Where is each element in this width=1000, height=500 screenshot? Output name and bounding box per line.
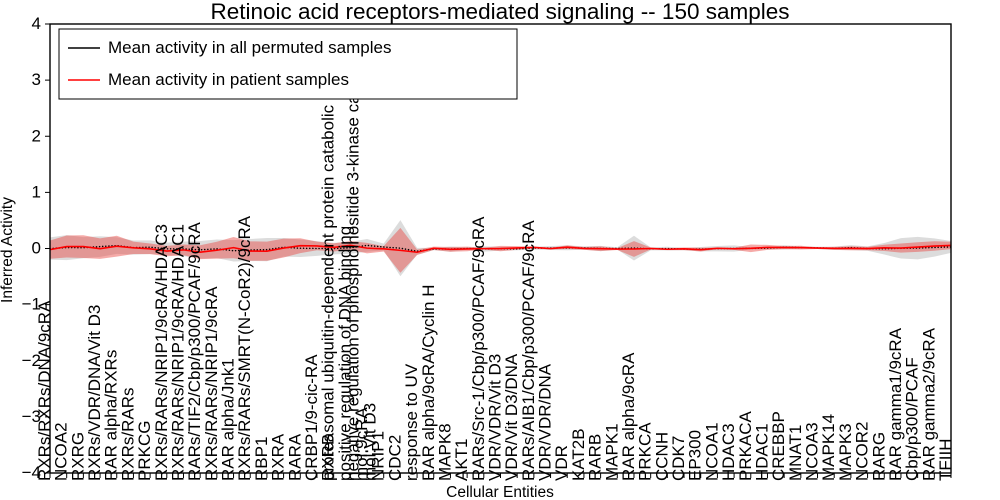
svg-text:Mean activity in all permuted: Mean activity in all permuted samples [108, 38, 391, 57]
svg-text:−1: −1 [22, 295, 41, 314]
svg-text:2: 2 [32, 126, 41, 145]
svg-text:0: 0 [32, 239, 41, 258]
svg-text:Inferred Activity: Inferred Activity [0, 197, 16, 303]
svg-text:TFIIH: TFIIH [936, 439, 955, 482]
svg-text:Cellular Entities: Cellular Entities [446, 484, 554, 500]
svg-text:1: 1 [32, 182, 41, 201]
svg-text:4: 4 [32, 14, 41, 33]
svg-text:−4: −4 [22, 463, 41, 482]
svg-text:Mean activity in patient sampl: Mean activity in patient samples [108, 70, 349, 89]
svg-text:3: 3 [32, 70, 41, 89]
svg-text:−2: −2 [22, 351, 41, 370]
svg-text:Retinoic acid receptors-mediat: Retinoic acid receptors-mediated signali… [210, 0, 789, 24]
svg-text:−3: −3 [22, 407, 41, 426]
